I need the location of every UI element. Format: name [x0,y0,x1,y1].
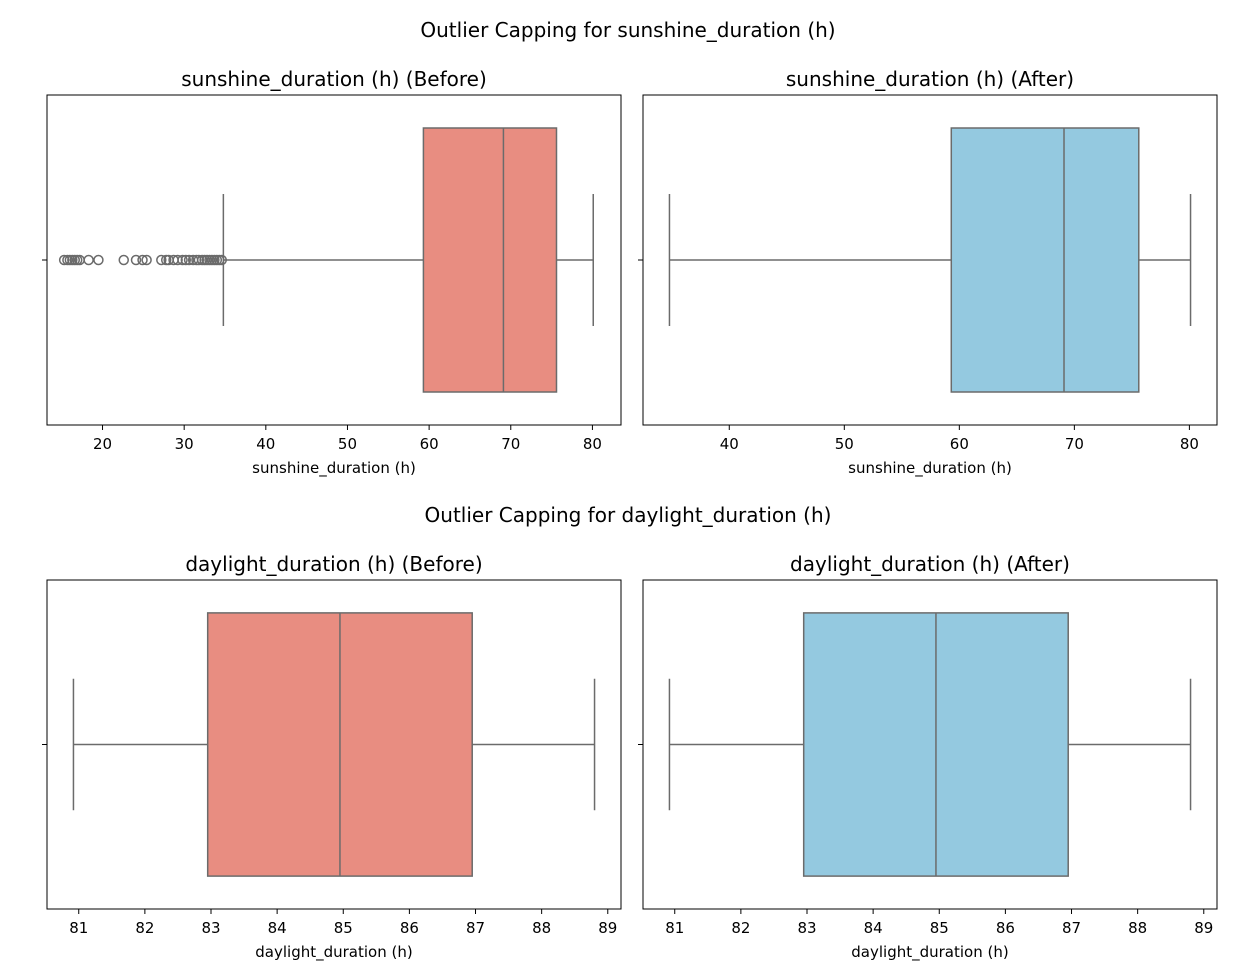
outlier-point [180,254,192,266]
box-iqr [950,127,1140,393]
x-axis-label: sunshine_duration (h) [848,459,1012,478]
outlier-point [193,254,205,266]
outlier-point [83,254,94,266]
outlier-point [141,254,152,266]
outlier-point [118,254,130,266]
x-tick-label: 30 [175,435,194,453]
panel-daylight-after: daylight_duration (h) (After) 81 82 83 84 85 8… [638,552,1218,962]
x-tick-label: 89 [1194,919,1213,937]
x-tick-label: 87 [1062,919,1081,937]
x-tick-label: 85 [930,919,949,937]
x-tick-label: 84 [268,919,287,937]
x-tick-label: 80 [1180,435,1199,453]
x-tick-label: 88 [532,919,551,937]
panel-sunshine-after: sunshine_duration (h) (After) 40 50 60 70 80 s… [638,67,1218,478]
panels: sunshine_duration (h) (Before) 20 30 40 50 60… [42,67,1218,962]
panel-title: sunshine_duration (h) (Before) [181,67,487,91]
panel-title: sunshine_duration (h) (After) [786,67,1074,91]
x-tick-label: 80 [583,435,602,453]
x-tick-label: 86 [996,919,1015,937]
x-tick-label: 81 [69,919,88,937]
x-tick-label: 86 [400,919,419,937]
x-tick-label: 87 [466,919,485,937]
outlier-point [130,254,142,266]
x-tick-label: 40 [256,435,275,453]
x-axis-label: sunshine_duration (h) [252,459,416,478]
outlier-point [183,254,195,266]
x-tick-label: 70 [501,435,520,453]
outlier-point [58,254,70,266]
x-tick-label: 82 [731,919,750,937]
x-tick-label: 50 [835,435,854,453]
x-axis-label: daylight_duration (h) [851,943,1008,962]
suptitle-sunshine: Outlier Capping for sunshine_duration (h… [420,18,835,42]
x-tick-label: 60 [950,435,969,453]
panel-daylight-before: daylight_duration (h) (Before) 81 82 83 84 85… [42,552,622,962]
outlier-point [216,254,227,266]
x-tick-label: 89 [598,919,617,937]
x-tick-label: 20 [93,435,112,453]
outlier-point [177,254,188,266]
box-iqr [422,127,558,393]
x-tick-label: 50 [338,435,357,453]
x-tick-label: 85 [334,919,353,937]
x-tick-label: 88 [1128,919,1147,937]
outlier-point [137,254,148,266]
panel-title: daylight_duration (h) (After) [790,552,1070,576]
suptitle-daylight: Outlier Capping for daylight_duration (h… [425,503,832,527]
outlier-point [172,254,183,266]
x-tick-label: 82 [135,919,154,937]
x-tick-label: 83 [797,919,816,937]
x-tick-label: 40 [720,435,739,453]
x-tick-label: 70 [1065,435,1084,453]
x-tick-label: 84 [864,919,883,937]
x-axis-label: daylight_duration (h) [255,943,412,962]
outlier-point [156,254,167,266]
panel-title: daylight_duration (h) (Before) [185,552,482,576]
x-tick-label: 83 [201,919,220,937]
panel-sunshine-before: sunshine_duration (h) (Before) 20 30 40 50 60… [42,67,622,478]
x-tick-label: 81 [665,919,684,937]
x-tick-label: 60 [420,435,439,453]
outlier-point [93,254,104,266]
